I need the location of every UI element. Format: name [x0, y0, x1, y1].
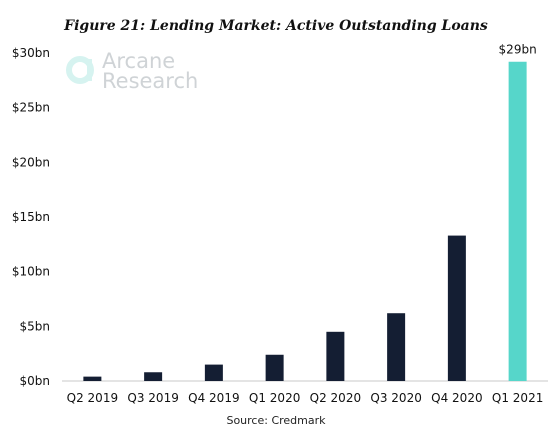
bar: [204, 364, 223, 381]
x-tick-label: Q2 2020: [310, 391, 361, 405]
y-tick-label: $25bn: [12, 101, 50, 115]
source-note: Source: Credmark: [226, 414, 326, 427]
y-tick-label: $0bn: [20, 374, 51, 388]
bar: [265, 354, 284, 381]
watermark-logo-icon-stem: [87, 59, 92, 81]
x-tick-label: Q4 2020: [431, 391, 482, 405]
x-tick-label: Q3 2019: [127, 391, 178, 405]
watermark-logo: Arcane Research: [66, 49, 198, 93]
x-tick-label: Q4 2019: [188, 391, 239, 405]
bar: [387, 313, 406, 381]
bar: [508, 61, 527, 381]
bar: [83, 376, 102, 381]
y-tick-label: $5bn: [20, 319, 51, 333]
x-tick-label: Q2 2019: [67, 391, 118, 405]
watermark-line1: Arcane: [102, 49, 175, 73]
x-tick-label: Q3 2020: [370, 391, 421, 405]
y-tick-label: $15bn: [12, 210, 50, 224]
y-tick-label: $30bn: [12, 46, 50, 60]
bar: [447, 235, 466, 381]
x-tick-label: Q1 2020: [249, 391, 300, 405]
bar: [326, 331, 345, 381]
y-axis: $0bn $5bn $10bn $15bn $20bn $25bn $30bn: [12, 46, 50, 388]
y-tick-label: $20bn: [12, 155, 50, 169]
y-tick-label: $10bn: [12, 265, 50, 279]
chart-title: Figure 21: Lending Market: Active Outsta…: [63, 18, 488, 34]
data-labels: $29bn: [499, 43, 537, 57]
x-tick-label: Q1 2021: [492, 391, 543, 405]
bar: [144, 372, 163, 381]
data-label: $29bn: [499, 43, 537, 57]
bars: [83, 61, 527, 381]
watermark-line2: Research: [102, 69, 198, 93]
x-axis: Q2 2019 Q3 2019 Q4 2019 Q1 2020 Q2 2020 Q3 20…: [67, 391, 544, 405]
